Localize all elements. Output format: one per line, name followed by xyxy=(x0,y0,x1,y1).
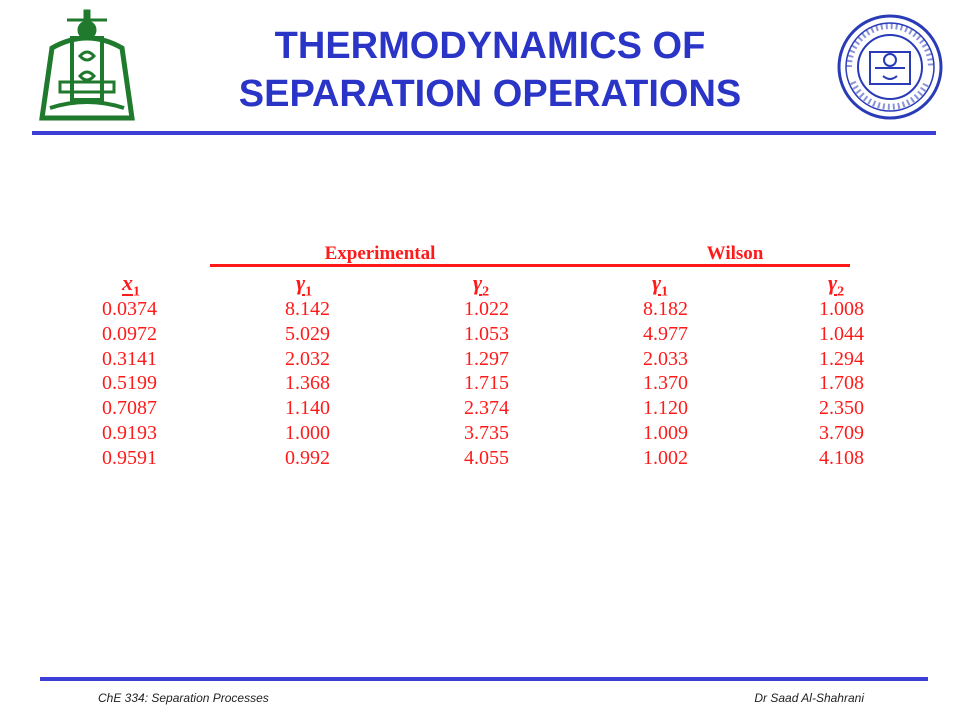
column-header-3: γ1 xyxy=(652,270,668,300)
title-line-1: THERMODYNAMICS OF xyxy=(274,25,706,67)
footer-course: ChE 334: Separation Processes xyxy=(98,691,269,705)
table-cell: 5.029 xyxy=(285,322,330,345)
column-header-symbol: γ xyxy=(828,270,838,295)
table-cell: 0.0374 xyxy=(102,298,157,320)
table-cell: 2.350 xyxy=(819,397,864,420)
table-cell: 1.708 xyxy=(819,372,864,395)
header-divider xyxy=(32,131,936,135)
table-cell: 1.368 xyxy=(285,372,330,395)
university-logo-icon xyxy=(39,9,135,121)
table-cell: 1.715 xyxy=(464,372,509,395)
table-cell: 1.000 xyxy=(285,422,330,444)
group-underline-experimental xyxy=(210,264,552,267)
column-header-subscript: 1 xyxy=(305,284,313,300)
column-header-4: γ2 xyxy=(828,270,844,300)
slide-title: THERMODYNAMICS OF SEPARATION OPERATIONS xyxy=(160,22,820,118)
table-cell: 0.992 xyxy=(285,446,330,469)
table-cell: 2.033 xyxy=(643,347,688,370)
table-cell: 8.182 xyxy=(643,298,688,320)
table-cell: 0.0972 xyxy=(102,322,157,345)
table-cell: 1.044 xyxy=(819,322,864,345)
table-cell: 1.294 xyxy=(819,347,864,370)
table-cell: 0.5199 xyxy=(102,372,157,395)
group-label-experimental: Experimental xyxy=(324,243,436,264)
table-cell: 1.008 xyxy=(819,298,864,320)
footer-divider xyxy=(40,677,928,681)
table-cell: 1.297 xyxy=(464,347,509,370)
column-header-symbol: γ xyxy=(296,270,306,295)
title-line-2: SEPARATION OPERATIONS xyxy=(238,73,742,115)
table-cell: 1.022 xyxy=(464,298,509,320)
column-header-subscript: 2 xyxy=(837,284,845,300)
group-label-wilson: Wilson xyxy=(706,243,764,264)
department-seal-icon xyxy=(837,14,943,120)
table-cell: 1.009 xyxy=(643,422,688,444)
table-cell: 3.709 xyxy=(819,422,864,444)
column-header-symbol: γ xyxy=(652,270,662,295)
column-header-1: γ1 xyxy=(296,270,312,300)
table-cell: 2.032 xyxy=(285,347,330,370)
table-cell: 2.374 xyxy=(464,397,509,420)
table-cell: 1.370 xyxy=(643,372,688,395)
column-header-2: γ2 xyxy=(473,270,489,300)
table-cell: 1.053 xyxy=(464,322,509,345)
table-cell: 8.142 xyxy=(285,298,330,320)
footer-author: Dr Saad Al-Shahrani xyxy=(754,691,864,705)
table-cell: 4.055 xyxy=(464,446,509,469)
table-cell: 1.140 xyxy=(285,397,330,420)
column-header-subscript: 1 xyxy=(661,284,669,300)
column-header-symbol: x xyxy=(122,270,133,295)
table-cell: 4.977 xyxy=(643,322,688,345)
column-header-subscript: 1 xyxy=(133,284,140,300)
table-cell: 1.002 xyxy=(643,446,688,469)
table-cell: 0.7087 xyxy=(102,397,157,420)
table-cell: 0.9591 xyxy=(102,446,157,469)
column-header-symbol: γ xyxy=(473,270,483,295)
table-cell: 0.3141 xyxy=(102,347,157,370)
group-underline-wilson xyxy=(548,264,850,267)
table-cell: 1.120 xyxy=(643,397,688,420)
column-header-subscript: 2 xyxy=(482,284,490,300)
column-header-0: x1 xyxy=(122,270,140,300)
table-cell: 3.735 xyxy=(464,422,509,444)
table-cell: 4.108 xyxy=(819,446,864,469)
table-cell: 0.9193 xyxy=(102,422,157,444)
